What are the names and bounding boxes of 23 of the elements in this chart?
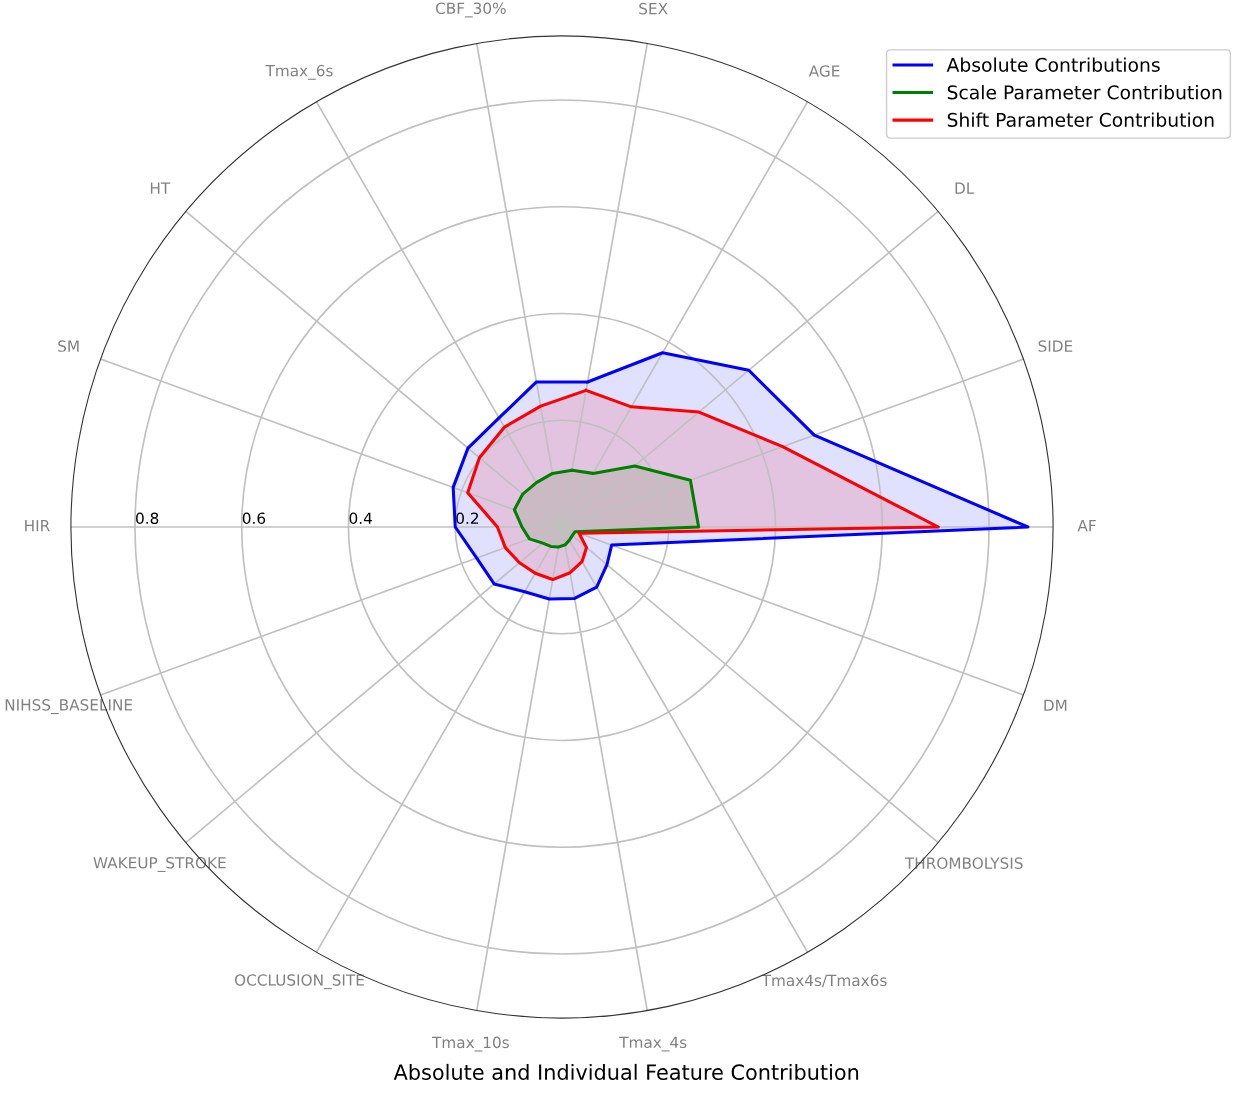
spoke-label: AF [1077,520,1096,532]
spoke-label: Tmax4s/Tmax6s [761,974,887,988]
spoke-label: HT [150,182,171,194]
spoke-label: DM [1044,699,1067,711]
y-tick-label: 0.6 [242,512,266,525]
spoke-label: SEX [639,2,668,15]
spoke-label: HIR [25,520,50,532]
y-tick-label: 0.8 [136,512,159,525]
spoke-label: SIDE [1038,340,1073,352]
y-tick-label: 0.4 [349,512,372,525]
legend-label: Scale Parameter Contribution [947,84,1222,100]
spoke-label: Tmax_4s [619,1036,687,1052]
legend-label: Shift Parameter Contribution [947,112,1214,127]
y-tick-label: 0.2 [456,512,479,525]
spoke-label: SM [58,340,79,352]
spoke-label: AGE [808,65,840,77]
spoke-label: Tmax_6s [265,64,333,80]
text: Absolute and Individual Feature Contribution [393,1063,859,1081]
spoke-label: Tmax_10s [431,1036,509,1052]
legend-label: Absolute Contributions [946,57,1160,72]
spoke-label: OCCLUSION_SITE [234,974,364,990]
spoke-label: DL [955,182,975,194]
spoke-label: CBF_30% [435,2,506,18]
